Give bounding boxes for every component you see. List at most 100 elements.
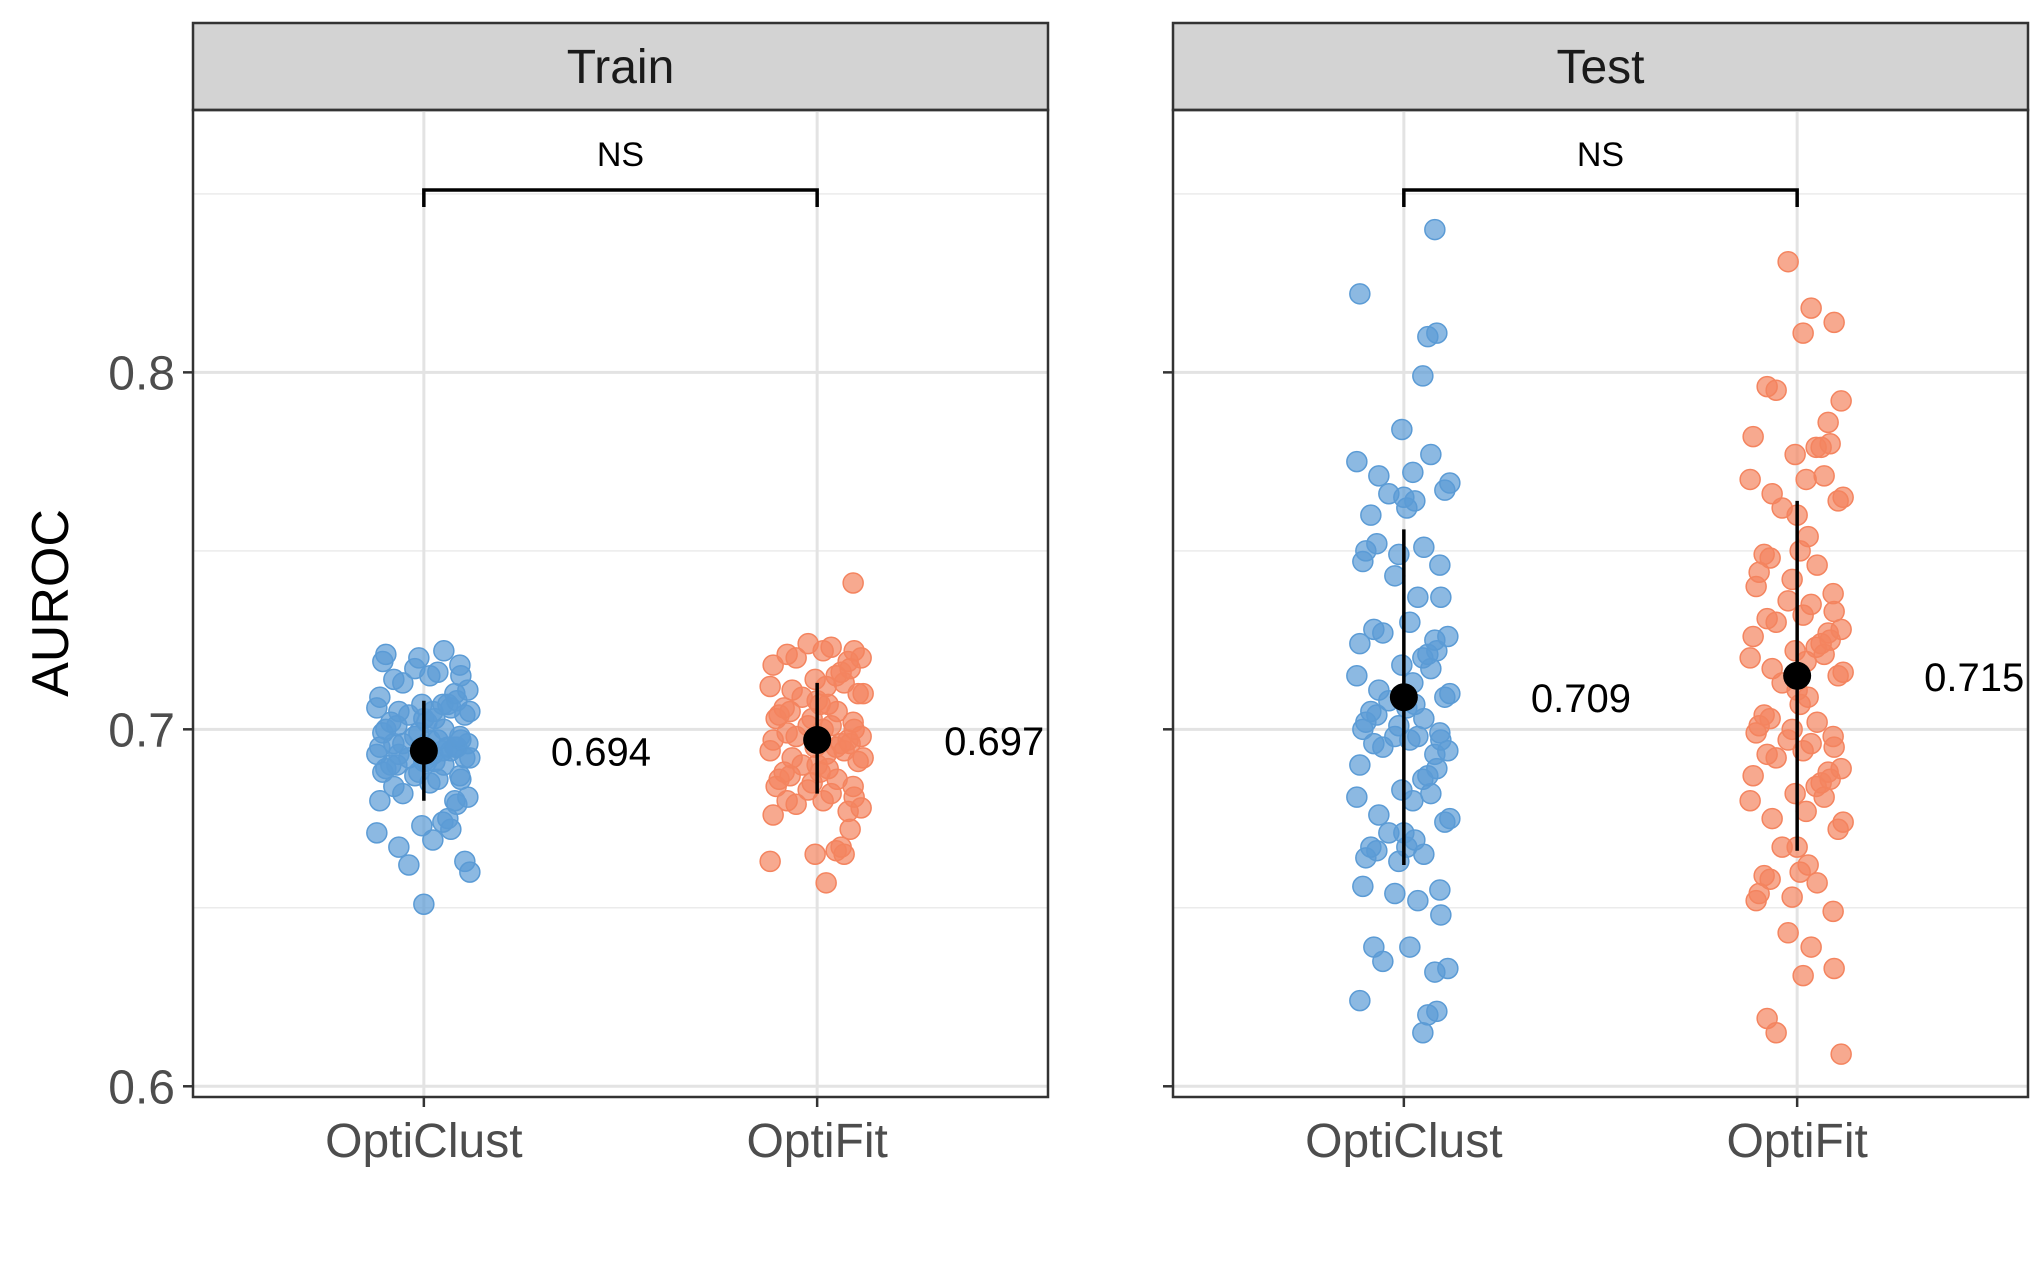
facet-strip (191, 21, 1050, 112)
y-tick-label: 0.8 (108, 347, 175, 400)
data-point (1384, 882, 1406, 905)
data-point (1823, 600, 1845, 623)
data-point (1402, 461, 1424, 484)
data-point (1363, 618, 1385, 641)
data-point (843, 640, 865, 662)
data-point (1817, 411, 1839, 434)
data-point (1346, 450, 1368, 473)
facet-strip (1171, 21, 2030, 112)
data-point (852, 747, 874, 769)
data-point (1784, 443, 1806, 466)
mean-label: 0.694 (551, 731, 651, 775)
data-point (842, 711, 864, 733)
data-point (1832, 811, 1854, 833)
data-point (388, 836, 410, 858)
data-point (383, 775, 405, 798)
data-point (1800, 732, 1822, 755)
data-point (366, 822, 388, 844)
data-point (1822, 725, 1844, 748)
data-point (1349, 754, 1371, 776)
data-point (411, 693, 433, 716)
panel-border (191, 108, 1050, 1099)
data-point (1795, 468, 1817, 491)
data-point (839, 818, 861, 841)
data-point (1368, 465, 1390, 487)
data-point (408, 647, 430, 669)
data-point (1830, 618, 1852, 641)
data-point (1800, 297, 1822, 319)
data-point (1366, 532, 1388, 555)
data-point (369, 686, 391, 708)
mean-point (803, 726, 832, 755)
data-point (1806, 554, 1828, 576)
data-point (1349, 283, 1371, 305)
data-point (1437, 625, 1459, 648)
data-point (1822, 582, 1844, 605)
data-point (1832, 486, 1854, 509)
data-point (1756, 1007, 1778, 1030)
plot-area: 0.709 0.715 NS (1173, 110, 2028, 1097)
data-point (388, 700, 410, 723)
data-point (1823, 311, 1845, 334)
data-point (1368, 804, 1390, 826)
data-point (852, 682, 874, 705)
data-point (1784, 782, 1806, 805)
y-axis-title: AUROC (22, 509, 80, 697)
data-point (1739, 647, 1761, 669)
data-point (1349, 632, 1371, 655)
data-point (1352, 875, 1374, 898)
x-tick-label: OptiFit (1726, 1115, 1867, 1168)
data-point (1756, 375, 1778, 398)
data-point (1391, 654, 1413, 676)
y-tick-label: 0.7 (108, 704, 175, 757)
x-tick-label: OptiFit (746, 1115, 887, 1168)
data-point (1412, 365, 1434, 387)
data-point (1363, 936, 1385, 958)
data-point (1384, 565, 1406, 587)
data-point (1429, 554, 1451, 576)
data-point (1753, 543, 1775, 566)
data-point (1391, 779, 1413, 801)
data-point (1378, 822, 1400, 844)
data-point (781, 679, 803, 701)
data-point (1346, 786, 1368, 808)
data-point (411, 814, 433, 837)
mean-point (409, 736, 438, 765)
data-point (1360, 836, 1382, 858)
data-point (413, 893, 435, 915)
data-point (1407, 889, 1429, 912)
x-tick-label: OptiClust (1305, 1115, 1502, 1168)
data-point (398, 854, 420, 876)
data-point (1756, 743, 1778, 766)
data-point (427, 661, 449, 683)
data-point (776, 722, 798, 744)
significance-bracket (422, 188, 819, 207)
data-point (1346, 665, 1368, 687)
data-point (1378, 482, 1400, 505)
data-point (776, 789, 798, 812)
data-point (1753, 864, 1775, 887)
significance-label: NS (597, 136, 644, 174)
data-point (457, 786, 479, 808)
data-point (1742, 764, 1764, 787)
data-point (776, 643, 798, 666)
data-point (1739, 468, 1761, 491)
data-point (1797, 854, 1819, 876)
data-point (1800, 936, 1822, 958)
data-point (762, 804, 784, 826)
data-point (1797, 525, 1819, 548)
data-point (1426, 1000, 1448, 1023)
data-point (1830, 1043, 1852, 1065)
data-point (459, 861, 481, 883)
data-point (1360, 504, 1382, 526)
data-point (1742, 425, 1764, 448)
data-point (804, 668, 826, 691)
mean-label: 0.715 (1924, 656, 2024, 700)
data-point (1412, 1021, 1434, 1044)
data-point (781, 747, 803, 769)
panel-border (1171, 108, 2030, 1099)
data-point (1429, 722, 1451, 744)
data-point (1822, 900, 1844, 923)
facet-title: Train (567, 41, 675, 94)
data-point (1430, 904, 1452, 926)
